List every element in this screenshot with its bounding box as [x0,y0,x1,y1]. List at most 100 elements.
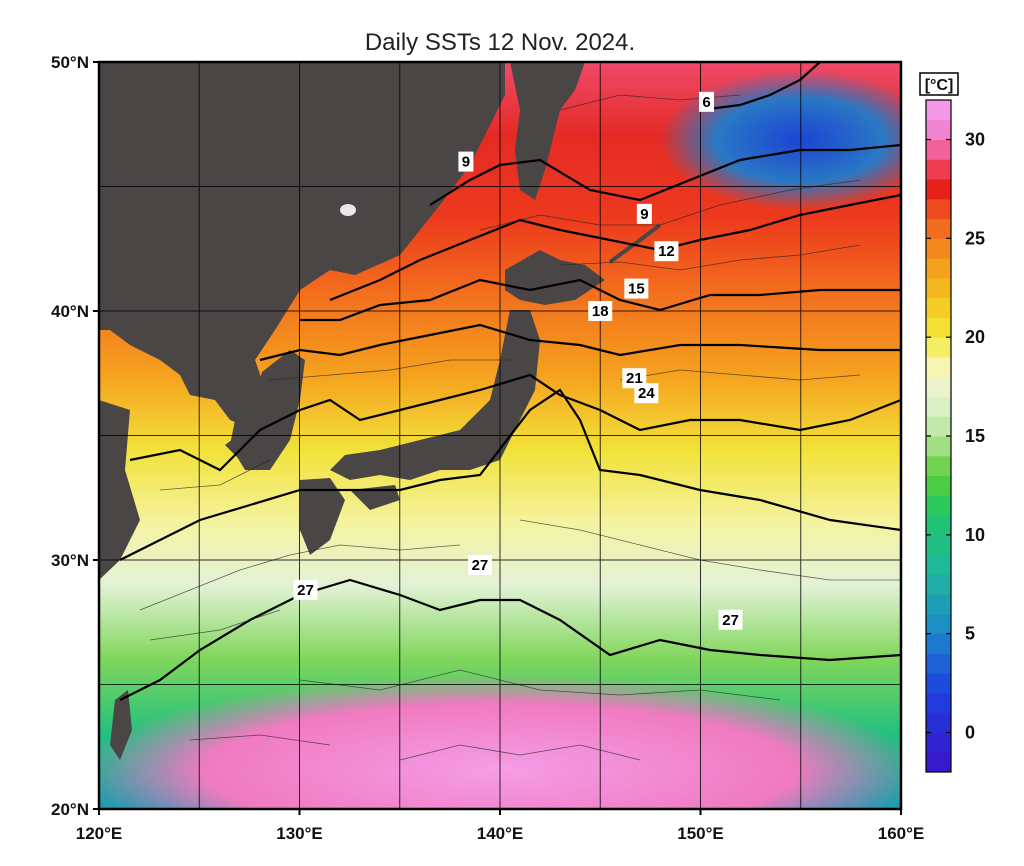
colorbar-unit-box [919,72,959,96]
contour-label-text: 6 [702,94,710,111]
colorbar-tick-label: 15 [965,426,985,446]
contour-label: 24 [634,383,659,404]
land-taiwan [110,690,132,760]
contour-label: 12 [654,241,679,262]
lon-tick-label: 160°E [878,824,925,843]
contour-label: 27 [467,554,492,575]
colorbar-swatch [926,653,951,674]
contour-label: 27 [293,579,318,600]
colorbar-tick-label: 30 [965,130,985,150]
colorbar-ticks: 30 25 20 15 10 5 0 [926,130,985,742]
colorbar-swatch [926,238,951,259]
colorbar-swatch [926,198,951,220]
colorbar-swatch [926,218,951,239]
contour-label: 9 [636,203,652,224]
colorbar-swatch [926,673,951,694]
lat-tick-label: 30°N [51,551,89,570]
lat-tick-label: 50°N [51,53,89,72]
colorbar-swatch [926,515,951,536]
contour-label: 27 [718,609,743,630]
contour-label-box [654,241,679,262]
colorbar-unit: [°C] [925,77,954,94]
isotherm-27-a [119,578,901,701]
contour-label-text: 27 [297,582,314,599]
colorbar-swatch [926,475,951,496]
contour-label-text: 27 [472,557,489,574]
contour-label: 6 [699,91,715,112]
colorbar-tick-label: 10 [965,525,985,545]
colorbar-swatch [926,337,951,358]
lake-spot [340,204,356,216]
colorbar-swatch [926,574,951,595]
lon-tick-label: 150°E [677,824,724,843]
colorbar-tick-label: 0 [965,722,975,742]
lon-tick-label: 140°E [477,824,524,843]
longitude-axis: 120°E 130°E 140°E 150°E 160°E [76,809,925,843]
land-china-coast [99,400,140,580]
colorbar-swatch [926,732,951,753]
contour-label: 18 [588,301,613,321]
map-title: Daily SSTs 12 Nov. 2024. [365,29,635,56]
isotherm-12 [329,193,901,302]
colorbar-swatch [926,554,951,575]
lon-tick-label: 120°E [76,824,123,843]
colorbar-swatch [926,139,951,160]
land-kurils [608,223,662,264]
contour-label: 9 [458,151,474,172]
contour-label-box [699,91,715,112]
land-shikoku [350,485,400,510]
contour-label-text: 24 [638,385,655,402]
graticule [99,62,901,809]
colorbar-tick-label: 5 [965,624,975,644]
cold-pool-blue [660,70,901,210]
isotherm-21 [129,373,901,472]
contour-label-text: 27 [722,612,739,629]
colorbar-tick-label: 20 [965,327,985,347]
contour-label-box [634,383,659,404]
colorbar: 30 25 20 15 10 5 0 [°C] [919,72,985,773]
colorbar-swatch [926,119,951,141]
colorbar-swatch [926,455,951,477]
land-mainland [99,62,505,470]
colorbar-tick-label: 25 [965,228,985,248]
isotherm-contours [119,62,901,701]
colorbar-swatch [926,317,951,338]
colorbar-swatch [926,416,951,437]
contour-label-box [636,203,652,224]
contour-label-box [588,301,613,321]
colorbar-swatch [926,692,951,714]
colorbar-swatch [926,712,951,733]
colorbar-swatch [926,376,951,397]
contour-label-box [458,151,474,172]
contour-label-text: 9 [462,154,470,171]
colorbar-swatch [926,179,951,200]
contour-label-box [718,609,743,630]
contour-label-text: 21 [626,370,643,387]
contour-label-text: 12 [658,243,675,260]
colorbar-swatch [926,277,951,299]
contour-label-text: 15 [628,281,645,298]
colorbar-swatch [926,752,951,773]
isotherm-24 [119,388,901,561]
colorbar-swatch [926,159,951,180]
colorbar-swatch [926,495,951,516]
contour-label: 15 [624,278,649,299]
lat-tick-label: 20°N [51,800,89,819]
colorbar-swatch [926,534,951,556]
contour-label-box [293,579,318,600]
isotherm-18 [259,323,901,362]
latitude-axis: 50°N 40°N 30°N 20°N [51,53,99,819]
contour-label-box [624,278,649,299]
colorbar-swatch [926,633,951,654]
land-hokkaido [505,250,605,305]
contour-label-text: 9 [640,206,648,223]
lat-tick-label: 40°N [51,302,89,321]
colorbar-swatch [926,100,951,121]
contour-label-box [467,554,492,575]
lon-tick-label: 130°E [276,824,323,843]
colorbar-swatch [926,297,951,318]
colorbar-swatch [926,436,951,457]
